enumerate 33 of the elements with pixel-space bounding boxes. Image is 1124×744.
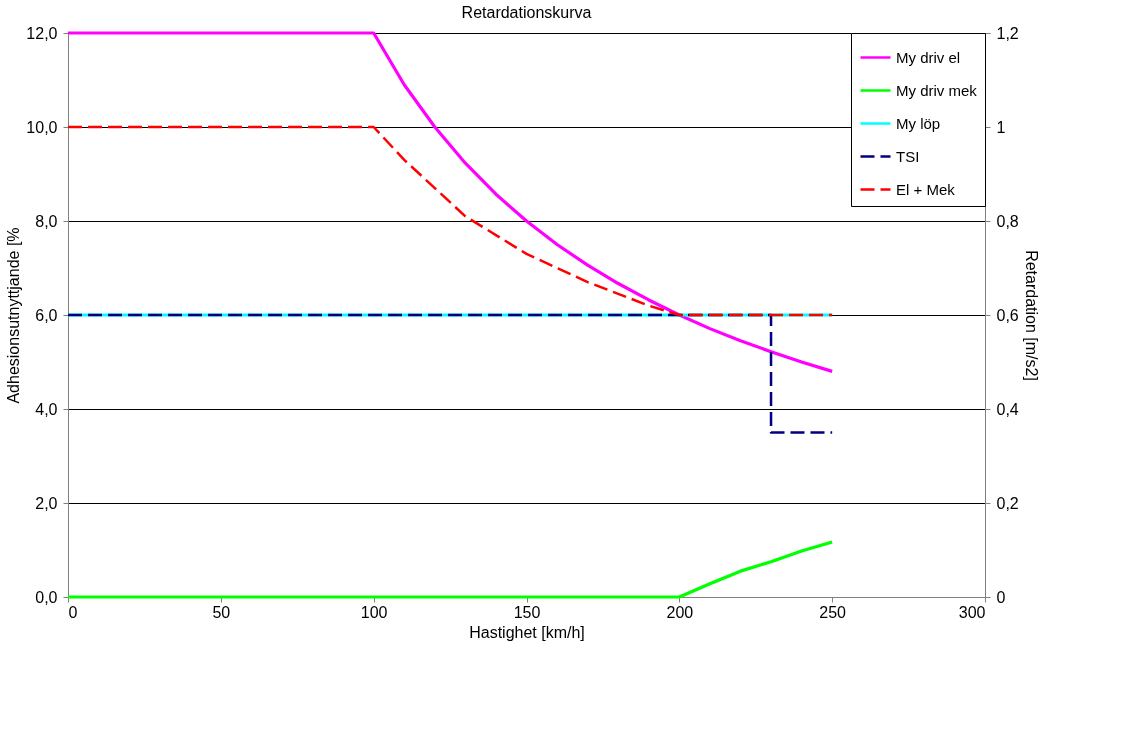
legend-label: My driv el <box>896 48 961 66</box>
y2-tick-label: 0,6 <box>996 306 1019 324</box>
x-axis-title: Hastighet [km/h] <box>469 623 585 641</box>
x-tick-label: 150 <box>513 603 541 621</box>
y-tick-label: 6,0 <box>35 306 58 324</box>
y-tick-label: 10,0 <box>26 118 58 136</box>
y2-tick-label: 0,4 <box>996 400 1019 418</box>
chart-title: Retardationskurva <box>461 4 592 21</box>
line-series <box>66 31 834 373</box>
y-tick-label: 4,0 <box>35 400 58 418</box>
legend-label: My driv mek <box>896 81 978 99</box>
y-tick-label: 0,0 <box>35 588 58 606</box>
y2-tick-label: 0 <box>996 588 1006 606</box>
y-tick-label: 8,0 <box>35 212 58 230</box>
x-tick-label: 0 <box>68 603 78 621</box>
line-series <box>66 540 834 599</box>
x-tick-label: 200 <box>666 603 694 621</box>
legend-label: TSI <box>896 147 920 165</box>
y-axis-title: Adhesionsutnyttjande [% <box>5 227 23 404</box>
y2-axis-title: Retardation [m/s2] <box>1022 250 1040 381</box>
y2-tick-label: 0,8 <box>996 212 1019 230</box>
y2-tick-label: 1,2 <box>996 24 1019 42</box>
x-tick-label: 50 <box>212 603 231 621</box>
legend-label: My löp <box>896 114 941 132</box>
x-tick-label: 300 <box>958 603 986 621</box>
y2-tick-label: 0,2 <box>996 494 1019 512</box>
y2-tick-label: 1 <box>996 118 1006 136</box>
x-tick-label: 250 <box>819 603 847 621</box>
line-series <box>66 125 834 317</box>
legend-label: El + Mek <box>896 180 956 198</box>
y-tick-label: 2,0 <box>35 494 58 512</box>
y-tick-label: 12,0 <box>26 24 58 42</box>
x-tick-label: 100 <box>360 603 388 621</box>
